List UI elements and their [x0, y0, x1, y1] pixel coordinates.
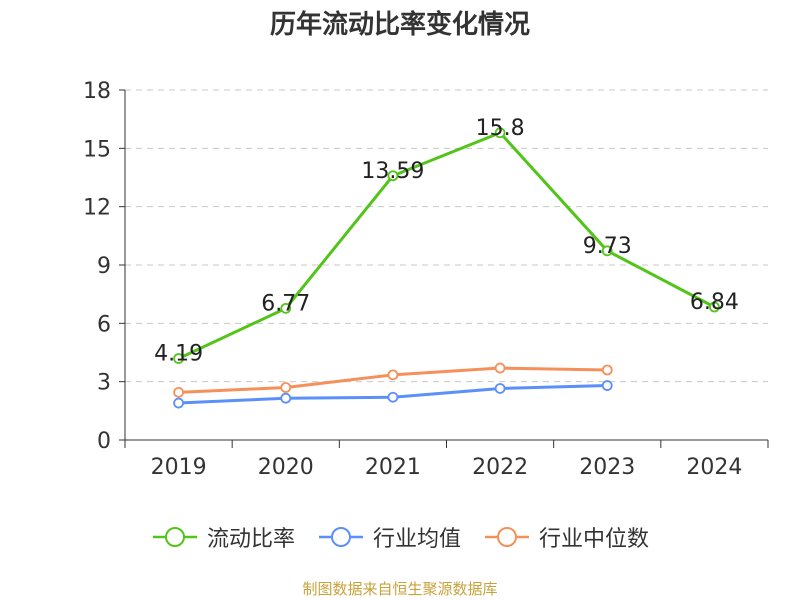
data-point: [601, 380, 613, 391]
y-tick-label: 18: [83, 79, 111, 104]
legend-label: 行业中位数: [539, 527, 650, 552]
x-tick-label: 2019: [151, 455, 207, 480]
legend-label: 流动比率: [206, 527, 295, 552]
x-tick-label: 2021: [365, 455, 421, 480]
data-point: [601, 364, 613, 376]
data-point: [280, 392, 292, 404]
axes: 0 3 6 9 12 15 18 2019 2020 2021 2022 2023 2024: [83, 79, 769, 480]
data-point: [173, 353, 184, 364]
legend: 流动比率 行业均值 行业中位数: [0, 520, 800, 554]
legend-swatch-marker: [330, 527, 351, 547]
legend-swatch-marker: [497, 527, 517, 547]
data-point: [601, 245, 613, 257]
data-point: [387, 170, 399, 182]
legend-swatch: [318, 527, 363, 547]
data-point: [280, 302, 292, 314]
data-point: [494, 362, 506, 374]
y-tick-label: 9: [97, 254, 111, 279]
legend-item[interactable]: 流动比率: [151, 521, 295, 553]
legend-item[interactable]: 行业中位数: [483, 521, 649, 553]
series-line-0: [177, 131, 716, 360]
data-label: 6.84: [690, 290, 739, 315]
y-tick-label: 15: [83, 137, 111, 162]
x-tick-label: 2024: [686, 455, 742, 480]
data-label: 6.77: [261, 291, 310, 316]
x-tick-label: 2020: [258, 455, 314, 480]
x-tick-label: 2022: [472, 455, 528, 480]
x-tick-label: 2023: [579, 455, 635, 480]
legend-swatch: [152, 527, 197, 547]
data-label: 4.19: [154, 342, 203, 367]
data-point: [494, 383, 506, 394]
data-point: [173, 386, 184, 398]
data-point: [709, 301, 720, 313]
data-labels: 4.19 6.77 13.59 15.8 9.73 6.84: [154, 116, 739, 367]
data-point: [387, 391, 399, 403]
source-note: 制图数据来自恒生聚源数据库: [302, 580, 498, 598]
legend-swatch: [485, 527, 529, 547]
data-point: [494, 127, 506, 139]
data-point: [280, 382, 292, 393]
series-lines: [173, 127, 720, 409]
legend-item[interactable]: 行业均值: [317, 521, 461, 553]
y-tick-label: 6: [97, 312, 111, 337]
y-tick-label: 0: [97, 429, 111, 454]
y-tick-label: 12: [83, 196, 111, 221]
chart-title: 历年流动比率变化情况: [269, 10, 530, 40]
data-label: 15.8: [476, 116, 525, 141]
data-label: 13.59: [361, 159, 424, 184]
y-tick-label: 3: [97, 371, 111, 396]
data-label: 9.73: [583, 234, 632, 259]
legend-swatch-marker: [164, 527, 185, 547]
data-point: [173, 397, 184, 409]
legend-label: 行业均值: [372, 527, 461, 552]
grid-lines: [125, 89, 768, 383]
data-point: [387, 369, 399, 381]
